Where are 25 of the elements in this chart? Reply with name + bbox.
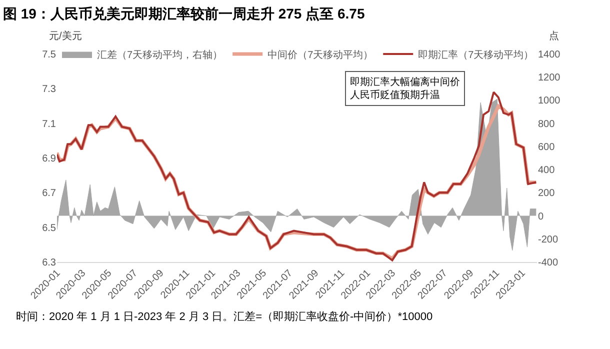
annotation: 即期汇率大幅偏离中间价人民币贬值预期升温 bbox=[350, 76, 460, 101]
y2-tick-label: 200 bbox=[538, 188, 556, 200]
legend-label: 汇差（7天移动平均，右轴） bbox=[97, 48, 223, 61]
y-tick-label: 6.7 bbox=[42, 188, 56, 200]
y-tick-label: 7.1 bbox=[42, 118, 56, 130]
y-tick-label: 6.3 bbox=[42, 258, 56, 268]
y2-tick-label: 1000 bbox=[538, 96, 561, 107]
y-axis-title: 元/美元 bbox=[49, 30, 82, 42]
y2-tick-label: -200 bbox=[538, 234, 558, 246]
y-tick-label: 6.9 bbox=[42, 154, 56, 164]
legend-label: 中间价（7天移动平均） bbox=[268, 48, 374, 61]
text: 时间：2020 年 1 月 1 日-2023 年 2 月 3 日。汇差=（即期汇率收盘价-中间价）*10000 bbox=[16, 310, 433, 323]
y2-tick-label: 600 bbox=[538, 142, 556, 153]
y2-tick-label: 1200 bbox=[538, 72, 561, 84]
y2-tick-label: 800 bbox=[538, 118, 556, 130]
y2-tick-label: 1400 bbox=[538, 50, 561, 60]
y2-axis-title: 点 bbox=[549, 30, 559, 42]
legend-label: 即期汇率（7天移动平均） bbox=[418, 48, 534, 61]
y-tick-label: 7.5 bbox=[42, 50, 56, 60]
y-tick-label: 6.5 bbox=[42, 222, 56, 234]
y2-tick-label: -400 bbox=[538, 258, 558, 268]
y2-tick-label: 0 bbox=[538, 211, 544, 222]
y-tick-label: 7.3 bbox=[42, 84, 56, 96]
chart-title: 图 19：人民币兑美元即期汇率较前一周走升 275 点至 6.75 bbox=[3, 5, 365, 22]
y2-tick-label: 400 bbox=[538, 165, 556, 176]
